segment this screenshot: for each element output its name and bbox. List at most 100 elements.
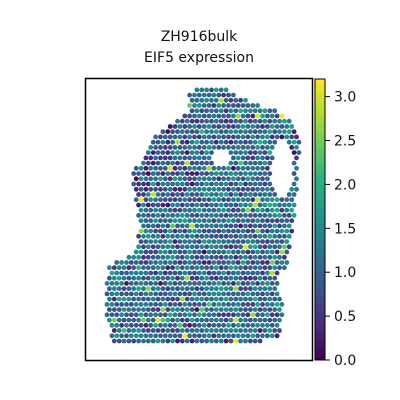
spot bbox=[262, 181, 268, 187]
spot bbox=[257, 139, 263, 145]
spot bbox=[162, 134, 168, 140]
spot bbox=[216, 312, 222, 318]
spot bbox=[262, 129, 268, 135]
spot bbox=[209, 181, 214, 187]
spot bbox=[104, 281, 110, 286]
spot bbox=[148, 155, 154, 161]
spot bbox=[257, 307, 263, 312]
spot bbox=[121, 328, 127, 333]
spot bbox=[189, 97, 195, 103]
spot bbox=[136, 181, 142, 187]
spot bbox=[145, 171, 151, 177]
spot bbox=[206, 249, 212, 255]
spot bbox=[245, 186, 251, 192]
spot bbox=[177, 249, 183, 255]
spot bbox=[235, 218, 241, 224]
spot bbox=[252, 338, 258, 344]
spot bbox=[277, 118, 282, 124]
spot bbox=[250, 333, 256, 339]
spot bbox=[150, 181, 156, 187]
spot bbox=[177, 281, 183, 286]
spot bbox=[196, 260, 202, 265]
spot bbox=[238, 129, 244, 135]
spot bbox=[291, 181, 297, 187]
spot bbox=[201, 134, 207, 140]
spot bbox=[150, 296, 156, 302]
spot bbox=[231, 165, 236, 171]
spot bbox=[284, 134, 290, 140]
spot bbox=[204, 97, 210, 103]
spot bbox=[124, 333, 129, 339]
spot bbox=[233, 192, 239, 197]
spot bbox=[274, 281, 280, 286]
spot bbox=[182, 134, 188, 140]
spot bbox=[143, 176, 149, 182]
spot bbox=[116, 307, 122, 312]
spot bbox=[138, 186, 144, 192]
spot bbox=[138, 228, 144, 234]
spot bbox=[252, 275, 258, 281]
spot bbox=[209, 150, 214, 156]
spot bbox=[235, 103, 241, 108]
spot bbox=[255, 312, 260, 318]
spot bbox=[204, 150, 210, 156]
spot bbox=[238, 108, 244, 114]
spot bbox=[131, 328, 137, 333]
spot bbox=[235, 165, 241, 171]
spot bbox=[141, 160, 146, 166]
spot bbox=[184, 254, 190, 260]
spot bbox=[231, 176, 236, 182]
spot bbox=[199, 244, 205, 250]
spot bbox=[177, 218, 183, 224]
spot bbox=[143, 281, 149, 286]
spot bbox=[172, 302, 178, 307]
spot bbox=[114, 281, 120, 286]
spot bbox=[250, 103, 256, 108]
spot bbox=[255, 260, 260, 265]
spot bbox=[213, 338, 219, 344]
spot bbox=[289, 197, 295, 203]
spot bbox=[189, 223, 195, 229]
spot bbox=[257, 181, 263, 187]
colorbar-tick-label: 3.0 bbox=[334, 90, 356, 106]
spot bbox=[165, 202, 171, 208]
spot bbox=[233, 254, 239, 260]
spot bbox=[235, 186, 241, 192]
spot bbox=[226, 228, 231, 234]
spot bbox=[179, 317, 185, 323]
spot bbox=[158, 165, 163, 171]
spot bbox=[262, 296, 268, 302]
spot bbox=[179, 118, 185, 124]
spot bbox=[245, 207, 251, 213]
spot bbox=[223, 233, 229, 239]
spot bbox=[206, 165, 212, 171]
spot bbox=[255, 124, 260, 129]
spot bbox=[192, 186, 197, 192]
spot bbox=[235, 228, 241, 234]
spot bbox=[153, 333, 159, 339]
spot bbox=[114, 333, 120, 339]
spot bbox=[196, 165, 202, 171]
spot bbox=[133, 165, 139, 171]
spot bbox=[294, 186, 299, 192]
spot bbox=[175, 223, 180, 229]
spot bbox=[179, 338, 185, 344]
spot bbox=[160, 244, 166, 250]
spot bbox=[201, 260, 207, 265]
spot bbox=[231, 124, 236, 129]
spot bbox=[265, 113, 270, 119]
spot bbox=[231, 312, 236, 318]
spot bbox=[216, 281, 222, 286]
spot bbox=[184, 328, 190, 333]
spot bbox=[165, 244, 171, 250]
spot bbox=[199, 160, 205, 166]
spot bbox=[204, 328, 210, 333]
spot bbox=[252, 108, 258, 114]
spot bbox=[231, 260, 236, 265]
spot bbox=[153, 155, 159, 161]
spot bbox=[206, 134, 212, 140]
spot bbox=[189, 150, 195, 156]
spot bbox=[182, 249, 188, 255]
spot bbox=[199, 181, 205, 187]
spot bbox=[248, 150, 253, 156]
